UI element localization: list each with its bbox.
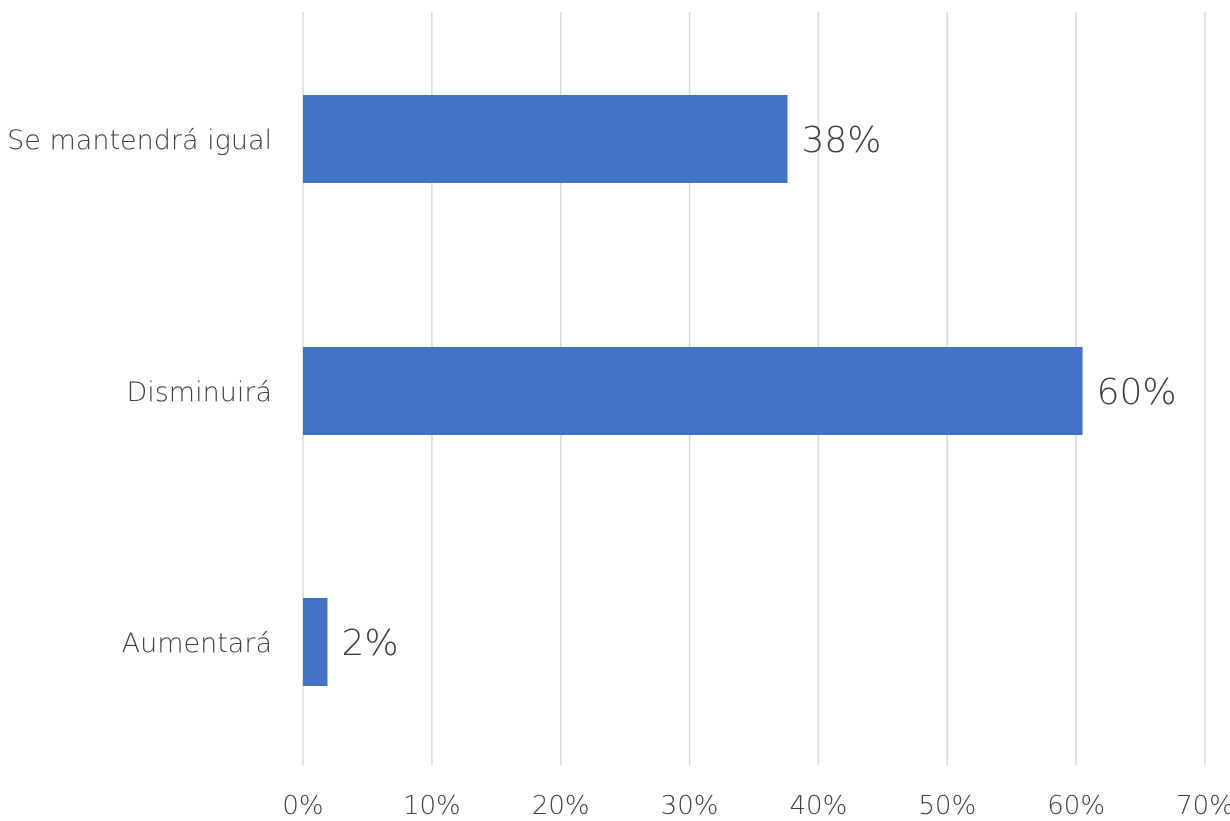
x-tick-label: 40% — [790, 791, 848, 817]
x-tick-label: 60% — [1047, 791, 1105, 817]
category-label: Disminuirá — [126, 377, 272, 408]
bar — [303, 347, 1083, 435]
category-labels: Se mantendrá igual Disminuirá Aumentará — [7, 125, 272, 659]
x-tick-label: 20% — [532, 791, 590, 817]
x-tick-label: 70% — [1176, 791, 1230, 817]
x-tick-label: 0% — [282, 791, 323, 817]
data-label: 38% — [802, 120, 882, 161]
bars — [303, 95, 1083, 686]
x-tick-label: 30% — [661, 791, 719, 817]
bar — [303, 598, 328, 686]
x-tick-label: 50% — [918, 791, 976, 817]
data-label: 60% — [1097, 372, 1177, 413]
category-label: Aumentará — [122, 628, 272, 659]
category-label: Se mantendrá igual — [7, 125, 272, 156]
x-tick-labels: 0% 10% 20% 30% 40% 50% 60% 70% — [282, 791, 1230, 821]
bar — [303, 95, 788, 183]
data-label: 2% — [341, 623, 398, 664]
x-tick-label: 10% — [403, 791, 461, 817]
data-labels: 38% 60% 2% — [341, 120, 1176, 664]
